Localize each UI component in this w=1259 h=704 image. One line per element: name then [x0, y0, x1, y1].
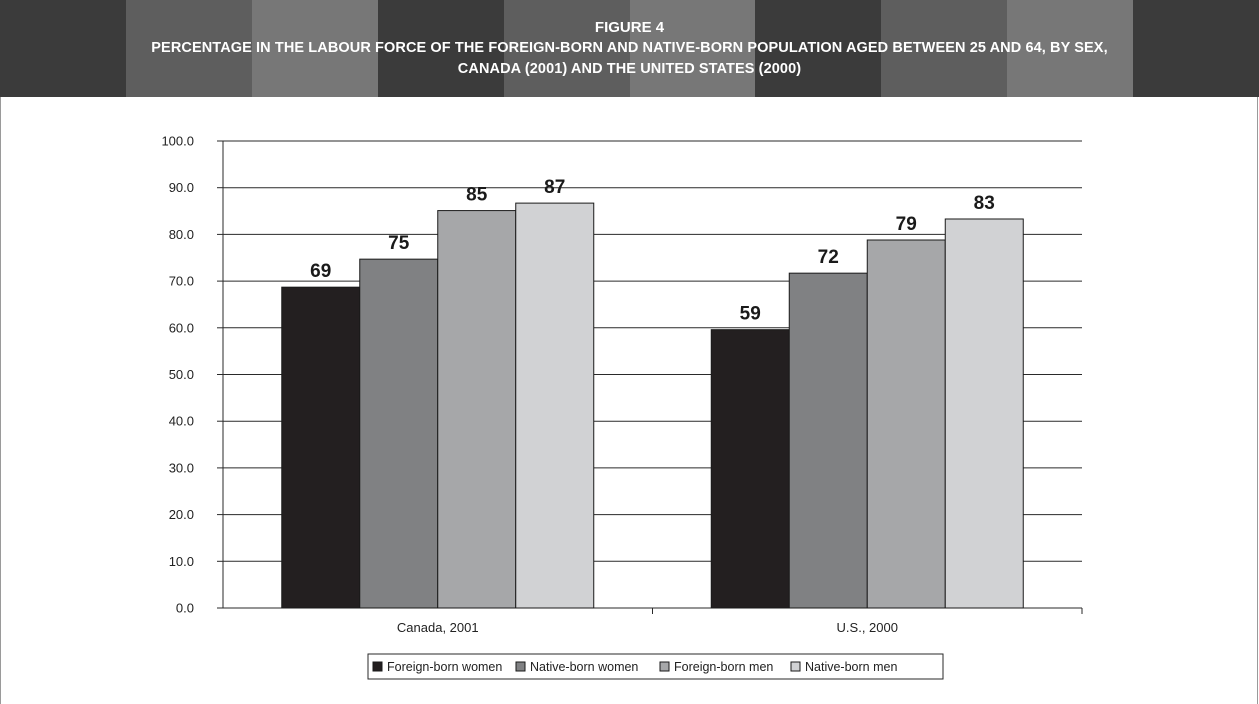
y-tick-label: 100.0 — [161, 134, 194, 149]
legend-swatch — [790, 661, 801, 672]
y-tick-label: 90.0 — [169, 180, 194, 195]
y-tick-label: 60.0 — [169, 320, 194, 335]
bar — [437, 210, 517, 609]
header-stripe — [629, 0, 756, 97]
header-stripe — [1133, 0, 1259, 97]
y-tick-label: 10.0 — [169, 554, 194, 569]
bar — [944, 218, 1024, 609]
data-label: 83 — [974, 193, 995, 214]
header-stripe — [125, 0, 252, 97]
data-label: 69 — [310, 261, 331, 282]
bar — [710, 329, 790, 609]
chart-title-line-2: CANADA (2001) AND THE UNITED STATES (200… — [457, 61, 802, 77]
legend-swatch — [515, 661, 526, 672]
y-tick-label: 50.0 — [169, 367, 194, 382]
legend-label: Native-born women — [530, 660, 638, 674]
bar — [359, 258, 439, 609]
bar — [866, 239, 946, 609]
y-tick-label: 40.0 — [169, 414, 194, 429]
legend-swatch — [372, 661, 383, 672]
header-stripe — [377, 0, 504, 97]
bar — [281, 286, 361, 609]
data-label: 79 — [896, 214, 917, 235]
bar — [788, 272, 868, 609]
legend-box — [367, 653, 944, 680]
y-tick-label: 0.0 — [176, 601, 194, 616]
bar-chart: 0.0 10.0 20.0 30.0 40.0 50.0 60.0 70.0 80.0 90.0 1… — [161, 134, 1083, 680]
legend-label: Foreign-born women — [387, 660, 502, 674]
header-stripe — [881, 0, 1008, 97]
header-stripe — [0, 0, 126, 97]
legend-label: Native-born men — [805, 660, 897, 674]
legend-swatch — [659, 661, 670, 672]
header-band — [0, 0, 1259, 97]
y-tick-label: 70.0 — [169, 274, 194, 289]
y-tick-label: 20.0 — [169, 507, 194, 522]
chart-header: FIGURE 4 PERCENTAGE IN THE LABOUR FORCE … — [0, 0, 1259, 97]
y-tick-label: 30.0 — [169, 460, 194, 475]
bar — [515, 202, 595, 609]
x-tick-label: U.S., 2000 — [837, 620, 898, 635]
figure-label: FIGURE 4 — [594, 19, 665, 36]
x-tick-label: Canada, 2001 — [397, 620, 479, 635]
data-label: 75 — [388, 233, 410, 254]
header-stripe — [755, 0, 882, 97]
legend-label: Foreign-born men — [674, 660, 773, 674]
header-stripe — [503, 0, 630, 97]
data-label: 87 — [544, 177, 565, 198]
data-label: 72 — [818, 247, 839, 268]
chart-frame: 0.0 10.0 20.0 30.0 40.0 50.0 60.0 70.0 80.0 90.0 1… — [0, 97, 1258, 704]
chart-title-line-1: PERCENTAGE IN THE LABOUR FORCE OF THE FO… — [151, 40, 1108, 56]
header-stripe — [251, 0, 378, 97]
data-label: 85 — [466, 185, 488, 206]
y-tick-label: 80.0 — [169, 227, 194, 242]
header-stripe — [1007, 0, 1134, 97]
data-label: 59 — [740, 304, 761, 325]
